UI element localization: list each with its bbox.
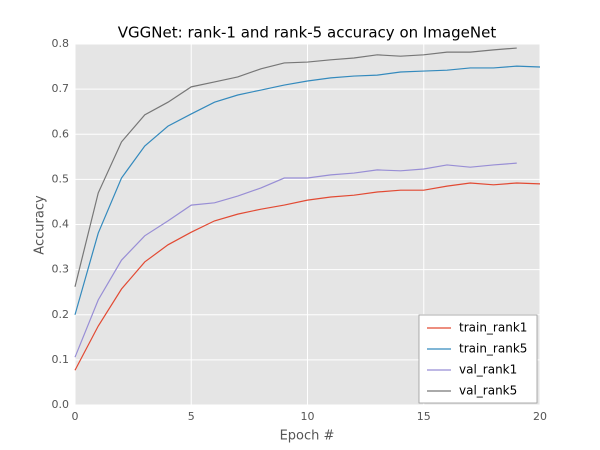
- y-tick-label: 0.1: [52, 353, 70, 366]
- legend-label: train_rank1: [459, 321, 527, 335]
- y-tick-label: 0.8: [52, 37, 70, 50]
- y-tick-label: 0.3: [52, 263, 70, 276]
- line: [74, 162, 517, 358]
- x-tick-label: 0: [72, 410, 79, 423]
- legend-box: [418, 314, 538, 404]
- legend-label: train_rank5: [459, 342, 527, 356]
- line: [74, 47, 517, 287]
- y-tick-label: 0.0: [52, 398, 70, 411]
- y-tick-label: 0.5: [52, 172, 70, 185]
- x-axis-label: Epoch #: [280, 429, 335, 444]
- y-tick-label: 0.4: [52, 218, 70, 231]
- x-tick-label: 10: [301, 410, 315, 423]
- legend-label: val_rank1: [459, 363, 517, 377]
- line: [74, 65, 541, 315]
- line: [74, 182, 541, 371]
- y-axis-label: Accuracy: [33, 195, 48, 255]
- y-tick-label: 0.2: [52, 308, 70, 321]
- legend-label: val_rank5: [459, 384, 517, 398]
- x-tick-label: 20: [533, 410, 547, 423]
- y-tick-label: 0.6: [52, 127, 70, 140]
- y-tick-label: 0.7: [52, 82, 70, 95]
- x-tick-label: 5: [188, 410, 195, 423]
- chart-title: VGGNet: rank-1 and rank-5 accuracy on Im…: [118, 24, 497, 42]
- x-tick-label: 15: [417, 410, 431, 423]
